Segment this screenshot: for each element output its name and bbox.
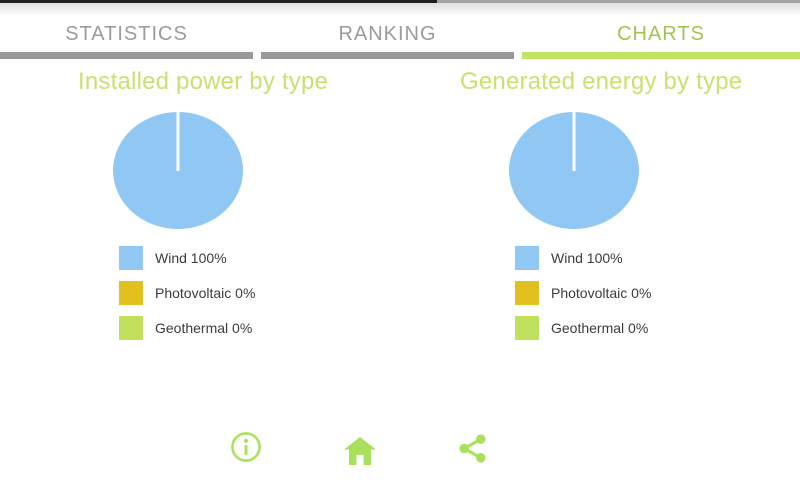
tab-bar: STATISTICS RANKING CHARTS (0, 16, 800, 59)
info-button[interactable] (230, 431, 262, 463)
legend-swatch-geothermal (515, 316, 539, 340)
legend-label-photovoltaic: Photovoltaic 0% (551, 285, 652, 301)
legend-swatch-wind (515, 246, 539, 270)
legend-item-geothermal: Geothermal 0% (515, 316, 651, 340)
tab-charts[interactable]: CHARTS (522, 16, 800, 59)
pie-divider (572, 112, 576, 171)
tab-ranking-label: RANKING (338, 23, 437, 45)
tab-charts-underline (522, 52, 800, 59)
legend-swatch-photovoltaic (515, 281, 539, 305)
pie-chart-generated-energy (509, 112, 639, 229)
legend-item-geothermal: Geothermal 0% (119, 316, 255, 340)
legend-label-wind: Wind 100% (551, 250, 623, 266)
legend-swatch-wind (119, 246, 143, 270)
legend-item-photovoltaic: Photovoltaic 0% (119, 281, 255, 305)
pie-chart-installed-power (113, 112, 243, 229)
pie-divider (176, 112, 180, 171)
status-bar-dark-segment (0, 0, 437, 3)
status-bar (0, 0, 800, 3)
legend-item-photovoltaic: Photovoltaic 0% (515, 281, 651, 305)
chart-panel-generated-energy: Generated energy by type Wind 100% Photo… (400, 64, 800, 364)
chart-title-installed-power: Installed power by type (78, 68, 329, 95)
legend-item-wind: Wind 100% (119, 246, 255, 270)
legend-generated-energy: Wind 100% Photovoltaic 0% Geothermal 0% (515, 246, 651, 351)
info-icon (230, 431, 262, 463)
header-shade (0, 3, 800, 16)
legend-label-photovoltaic: Photovoltaic 0% (155, 285, 256, 301)
tab-statistics-underline (0, 52, 253, 59)
tab-statistics[interactable]: STATISTICS (0, 16, 253, 59)
tab-ranking[interactable]: RANKING (261, 16, 514, 59)
legend-installed-power: Wind 100% Photovoltaic 0% Geothermal 0% (119, 246, 255, 351)
share-icon (458, 434, 487, 463)
legend-swatch-geothermal (119, 316, 143, 340)
share-button[interactable] (458, 434, 487, 463)
legend-label-geothermal: Geothermal 0% (551, 320, 649, 336)
tab-charts-label: CHARTS (617, 23, 705, 45)
legend-label-wind: Wind 100% (155, 250, 227, 266)
chart-title-generated-energy: Generated energy by type (460, 68, 743, 95)
legend-item-wind: Wind 100% (515, 246, 651, 270)
home-icon (344, 437, 376, 465)
tab-ranking-underline (261, 52, 514, 59)
legend-swatch-photovoltaic (119, 281, 143, 305)
home-button[interactable] (344, 437, 376, 465)
tab-statistics-label: STATISTICS (65, 23, 188, 45)
chart-panel-installed-power: Installed power by type Wind 100% Photov… (0, 64, 400, 364)
legend-label-geothermal: Geothermal 0% (155, 320, 253, 336)
